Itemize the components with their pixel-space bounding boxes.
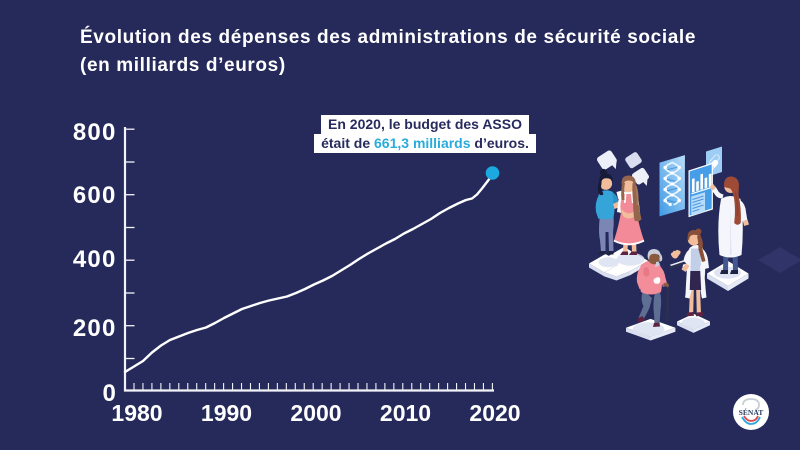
svg-text:1990: 1990 (201, 400, 252, 426)
svg-text:0: 0 (102, 380, 117, 407)
svg-text:2020: 2020 (469, 400, 520, 426)
svg-text:600: 600 (73, 182, 117, 209)
svg-text:400: 400 (73, 246, 117, 273)
svg-text:SÉNAT: SÉNAT (739, 407, 764, 417)
svg-text:2000: 2000 (290, 400, 341, 426)
svg-text:2010: 2010 (380, 400, 431, 426)
svg-text:800: 800 (73, 119, 117, 146)
svg-text:200: 200 (73, 315, 117, 342)
svg-text:1980: 1980 (111, 400, 162, 426)
